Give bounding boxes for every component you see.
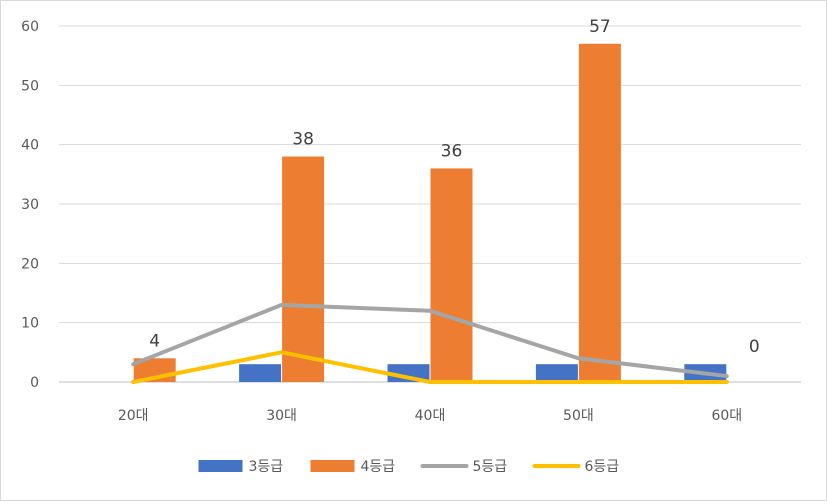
y-tick-label: 40 [21,138,39,154]
data-label: 0 [749,337,760,357]
x-tick-label: 60대 [711,408,742,424]
point-6등급-60대 [725,380,729,384]
point-5등급-40대 [428,309,432,313]
bar-4등급-30대 [282,156,325,382]
bar-4등급-50대 [578,43,621,383]
y-tick-label: 0 [30,375,39,391]
legend-swatch [198,460,243,472]
x-tick-label: 40대 [415,408,446,424]
point-5등급-20대 [131,362,135,366]
data-label: 36 [441,141,463,161]
y-tick-label: 50 [21,78,39,94]
legend: 3등급 4등급 5등급 6등급 [198,459,620,475]
data-label: 4 [149,331,160,351]
legend-label: 4등급 [361,459,396,475]
bars [133,43,727,383]
point-6등급-20대 [131,380,135,384]
gridlines [59,25,801,383]
x-tick-label: 50대 [563,408,594,424]
point-6등급-50대 [576,380,580,384]
bar-4등급-40대 [430,168,473,382]
y-tick-label: 30 [21,197,39,213]
data-label: 38 [292,130,314,150]
x-axis-tick-labels: 20대 30대 40대 50대 60대 [118,408,742,424]
y-tick-label: 60 [21,19,39,35]
y-axis-tick-labels: 0 10 20 30 40 50 60 [21,19,39,391]
y-tick-label: 20 [21,256,39,272]
data-labels: 4 38 36 57 0 [149,17,759,357]
point-5등급-50대 [576,356,580,360]
legend-item-6등급: 6등급 [532,459,620,475]
point-5등급-30대 [280,303,284,307]
point-6등급-40대 [428,380,432,384]
legend-item-3등급: 3등급 [198,459,284,475]
data-label: 57 [589,17,611,37]
legend-label: 3등급 [249,459,284,475]
legend-swatch [310,460,355,472]
point-5등급-60대 [725,374,729,378]
legend-label: 6등급 [585,459,620,475]
legend-label: 5등급 [473,459,508,475]
lines [131,302,729,384]
legend-item-5등급: 5등급 [420,459,508,475]
bar-3등급-50대 [535,364,578,382]
legend-item-4등급: 4등급 [310,459,396,475]
point-6등급-30대 [280,350,284,354]
x-tick-label: 30대 [266,408,297,424]
y-tick-label: 10 [21,316,39,332]
x-tick-label: 20대 [118,408,149,424]
bar-3등급-30대 [239,364,282,382]
